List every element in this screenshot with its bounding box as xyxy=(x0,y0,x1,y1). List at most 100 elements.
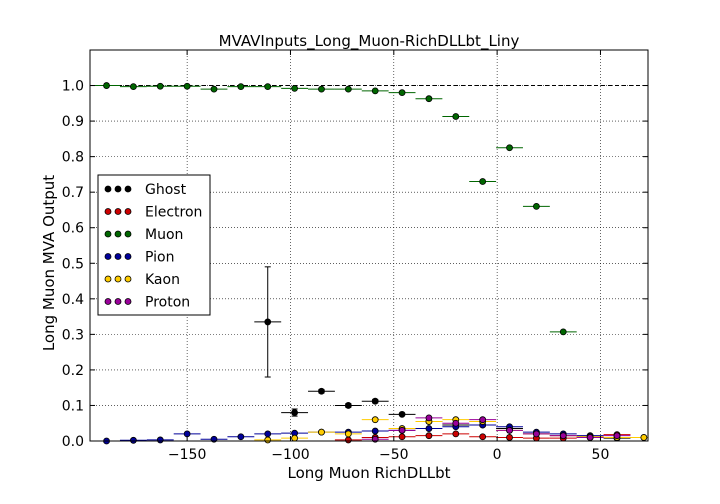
data-point-electron xyxy=(452,430,460,438)
data-point-pion xyxy=(129,436,137,444)
data-point-muon xyxy=(103,82,110,89)
data-point-muon xyxy=(452,113,460,120)
x-tick-label: 50 xyxy=(592,447,610,463)
legend-marker-kaon xyxy=(104,275,112,283)
data-point-ghost xyxy=(398,410,406,418)
data-point-muon xyxy=(479,178,487,185)
data-layer xyxy=(93,82,648,445)
legend-marker-pion xyxy=(114,253,122,260)
data-point-ghost xyxy=(264,318,272,326)
data-point-proton xyxy=(613,432,621,440)
legend-marker-kaon xyxy=(114,275,122,283)
legend-marker-pion xyxy=(124,253,132,260)
data-point-electron xyxy=(398,433,406,441)
y-tick-label: 0.9 xyxy=(62,114,84,130)
y-tick-label: 0.8 xyxy=(62,150,84,166)
y-tick-label: 0.5 xyxy=(62,256,84,272)
data-point-muon xyxy=(425,95,433,103)
chart-title: MVAVInputs_Long_Muon-RichDLLbt_Liny xyxy=(219,32,520,51)
data-point-muon xyxy=(344,85,352,93)
y-tick-label: 0.7 xyxy=(62,185,84,201)
data-point-muon xyxy=(371,87,379,95)
legend-marker-pion xyxy=(104,253,112,260)
legend-marker-muon xyxy=(114,230,122,238)
legend-box xyxy=(97,174,211,316)
data-point-muon xyxy=(506,144,513,152)
legend-marker-proton xyxy=(104,298,112,305)
y-tick-label: 0.0 xyxy=(62,434,84,450)
data-point-proton xyxy=(452,419,460,427)
data-point-pion xyxy=(237,433,245,441)
x-tick-label: −100 xyxy=(271,447,309,463)
data-point-muon xyxy=(129,83,137,91)
legend: Ghost Electron Muon Pion Kaon Proton xyxy=(97,174,211,316)
data-point-ghost xyxy=(344,402,352,409)
data-point-kaon xyxy=(640,434,648,441)
data-point-electron xyxy=(425,432,433,440)
data-point-kaon xyxy=(318,428,325,436)
data-point-kaon xyxy=(344,430,352,438)
data-point-proton xyxy=(533,430,540,438)
data-point-ghost xyxy=(371,397,379,405)
data-point-ghost xyxy=(318,387,325,395)
data-point-proton xyxy=(586,434,594,441)
legend-marker-proton xyxy=(114,298,122,305)
legend-label-kaon: Kaon xyxy=(145,272,180,288)
legend-label-muon: Muon xyxy=(145,227,183,243)
data-point-proton xyxy=(559,432,567,440)
data-point-muon xyxy=(398,89,406,97)
data-point-muon xyxy=(533,202,540,210)
legend-label-ghost: Ghost xyxy=(145,182,187,198)
ticks: −150 −100 −50 0 50 0.0 0.1 0.2 0.3 0.4 0.5 0.6 0.7 0.… xyxy=(62,50,648,463)
data-point-muon xyxy=(156,82,164,90)
data-point-pion xyxy=(425,425,433,432)
legend-marker-electron xyxy=(114,208,122,215)
data-point-ghost xyxy=(291,409,299,416)
plot-frame xyxy=(89,49,649,442)
y-tick-label: 0.4 xyxy=(62,292,84,308)
data-point-pion xyxy=(183,430,191,438)
y-tick-label: 1.0 xyxy=(62,79,84,95)
legend-label-proton: Proton xyxy=(145,295,190,311)
data-point-muon xyxy=(559,328,567,336)
data-point-muon xyxy=(183,82,191,90)
data-point-kaon xyxy=(371,416,379,424)
legend-marker-ghost xyxy=(104,185,112,193)
legend-marker-muon xyxy=(124,230,132,238)
data-point-proton xyxy=(398,426,406,434)
y-tick-label: 0.3 xyxy=(62,327,84,343)
data-point-electron xyxy=(344,436,352,444)
legend-marker-proton xyxy=(124,298,132,305)
x-tick-label: 0 xyxy=(493,447,502,463)
legend-marker-ghost xyxy=(124,185,132,193)
legend-marker-electron xyxy=(124,208,132,215)
data-point-muon xyxy=(264,83,272,91)
x-tick-label: −50 xyxy=(379,447,409,463)
data-point-muon xyxy=(237,83,245,91)
data-point-electron xyxy=(479,433,487,441)
x-tick-label: −150 xyxy=(168,447,206,463)
legend-marker-ghost xyxy=(114,185,122,193)
legend-marker-kaon xyxy=(124,275,132,283)
data-point-muon xyxy=(318,85,325,93)
data-point-pion xyxy=(156,436,164,444)
data-point-electron xyxy=(506,434,513,441)
y-axis-label: Long Muon MVA Output xyxy=(40,175,58,351)
series-muon xyxy=(93,82,577,336)
legend-label-pion: Pion xyxy=(145,250,174,266)
data-point-proton xyxy=(479,416,487,424)
legend-marker-muon xyxy=(104,230,112,238)
x-axis-label: Long Muon RichDLLbt xyxy=(288,464,451,482)
data-point-kaon xyxy=(291,434,299,442)
y-tick-label: 0.1 xyxy=(62,398,84,414)
y-tick-label: 0.2 xyxy=(62,363,84,379)
data-point-proton xyxy=(506,426,513,434)
y-tick-label: 0.6 xyxy=(62,221,84,237)
data-point-pion xyxy=(264,430,272,438)
data-point-proton xyxy=(425,414,433,422)
data-point-muon xyxy=(291,84,299,92)
data-point-pion xyxy=(371,427,379,435)
data-point-muon xyxy=(210,85,218,93)
data-point-kaon xyxy=(264,436,272,444)
